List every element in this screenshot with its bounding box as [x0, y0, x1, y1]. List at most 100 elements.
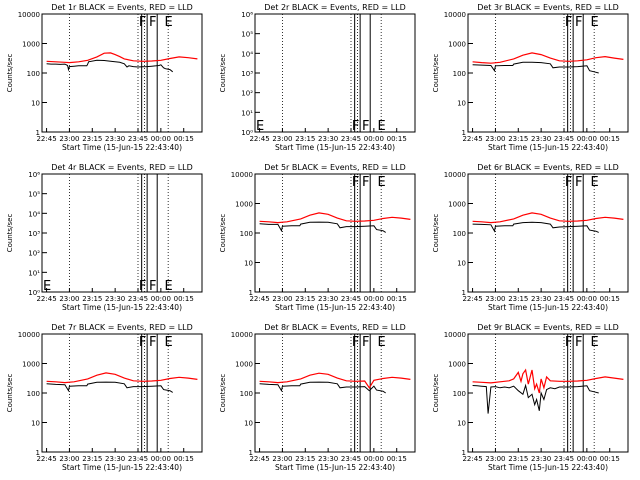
x-tick-label: 00:00	[364, 295, 384, 303]
x-tick-label: 23:00	[59, 455, 79, 463]
panel-2: Det 2r BLACK = Events, RED = LLD 10⁰ 10¹ 10…	[219, 3, 416, 152]
y-axis-label: Counts/sec	[6, 214, 14, 253]
plot-frame	[41, 13, 203, 133]
x-tick-label: 23:45	[554, 455, 574, 463]
lld-series-line	[46, 372, 198, 384]
panel-title: Det 8r BLACK = Events, RED = LLD	[264, 323, 406, 332]
y-axis-label: Counts/sec	[219, 54, 227, 93]
flag-label: F	[139, 279, 146, 294]
panel-title: Det 6r BLACK = Events, RED = LLD	[477, 163, 619, 172]
panel-title: Det 9r BLACK = Events, RED = LLD	[477, 323, 619, 332]
events-series-line	[259, 221, 386, 233]
y-tick-label: 10	[31, 100, 40, 108]
x-tick-label: 23:15	[508, 455, 528, 463]
plot-frame	[254, 13, 416, 133]
y-tick-label: 10⁰	[28, 289, 40, 297]
x-tick-label: 22:45	[249, 455, 269, 463]
lld-series-line	[46, 52, 198, 64]
y-tick-label: 1	[462, 129, 466, 137]
y-tick-label: 10²	[241, 90, 253, 98]
y-tick-label: 10⁴	[28, 210, 40, 218]
y-axis-label: Counts/sec	[432, 54, 440, 93]
y-tick-label: 1000	[448, 201, 466, 209]
x-tick-label: 00:15	[174, 135, 194, 143]
flag-label: F	[149, 15, 156, 30]
y-tick-label: 100	[27, 390, 40, 398]
x-tick-label: 23:15	[82, 295, 102, 303]
y-tick-label: 100	[453, 70, 466, 78]
flag-label: F	[565, 15, 572, 30]
panel-6: Det 6r BLACK = Events, RED = LLD 1 10 100 10…	[432, 163, 629, 312]
flag-label: F	[565, 175, 572, 190]
plot-frame	[254, 333, 416, 453]
lld-series-line	[259, 212, 411, 224]
flag-label: E	[378, 335, 386, 350]
plot-frame	[467, 333, 629, 453]
plot-frame	[41, 333, 203, 453]
flag-label: F	[362, 335, 369, 350]
y-tick-label: 10000	[444, 171, 466, 179]
y-tick-label: 100	[453, 230, 466, 238]
flag-label: F	[139, 335, 146, 350]
panel-title: Det 7r BLACK = Events, RED = LLD	[51, 323, 193, 332]
x-tick-label: 22:45	[36, 295, 56, 303]
x-tick-label: 23:15	[295, 455, 315, 463]
flag-label: F	[565, 335, 572, 350]
flag-label: F	[362, 175, 369, 190]
x-tick-label: 22:45	[462, 455, 482, 463]
x-tick-label: 23:15	[508, 135, 528, 143]
y-tick-label: 1000	[448, 41, 466, 49]
x-tick-label: 00:15	[387, 455, 407, 463]
y-tick-label: 10000	[18, 331, 40, 339]
y-tick-label: 1	[249, 289, 253, 297]
y-tick-label: 10⁴	[241, 50, 253, 58]
flag-label: E	[256, 119, 264, 134]
x-axis-label: Start Time (15-Jun-15 22:43:40)	[488, 303, 608, 312]
x-axis-label: Start Time (15-Jun-15 22:43:40)	[62, 463, 182, 472]
y-tick-label: 1	[36, 129, 40, 137]
x-tick-label: 00:00	[577, 135, 597, 143]
y-tick-label: 10000	[231, 331, 253, 339]
x-tick-label: 22:45	[462, 135, 482, 143]
x-tick-label: 23:45	[128, 135, 148, 143]
x-tick-label: 22:45	[249, 295, 269, 303]
y-tick-label: 10⁶	[241, 11, 253, 19]
x-tick-label: 23:15	[82, 455, 102, 463]
x-tick-label: 23:45	[128, 455, 148, 463]
y-tick-label: 1000	[22, 41, 40, 49]
flag-label: F	[139, 15, 146, 30]
x-tick-label: 23:45	[554, 295, 574, 303]
x-tick-label: 23:45	[341, 135, 361, 143]
plot-frame	[467, 13, 629, 133]
x-tick-label: 23:00	[485, 135, 505, 143]
x-tick-label: 22:45	[36, 135, 56, 143]
y-tick-label: 10⁰	[241, 129, 253, 137]
lld-series-line	[259, 372, 411, 389]
y-tick-label: 10000	[18, 11, 40, 19]
x-tick-label: 23:15	[295, 135, 315, 143]
y-tick-label: 10³	[28, 230, 40, 238]
x-tick-label: 00:00	[364, 135, 384, 143]
y-tick-label: 10³	[241, 70, 253, 78]
y-axis-label: Counts/sec	[219, 214, 227, 253]
lld-series-line	[472, 212, 624, 224]
x-tick-label: 23:30	[318, 135, 338, 143]
x-tick-label: 00:15	[600, 455, 620, 463]
flag-label: E	[378, 119, 386, 134]
events-series-line	[472, 221, 599, 233]
panel-8: Det 8r BLACK = Events, RED = LLD 1 10 100 10…	[219, 323, 416, 472]
y-tick-label: 1000	[22, 361, 40, 369]
x-tick-label: 23:30	[531, 455, 551, 463]
panel-title: Det 3r BLACK = Events, RED = LLD	[477, 3, 619, 12]
events-series-line	[46, 381, 173, 393]
x-tick-label: 23:15	[295, 295, 315, 303]
y-tick-label: 10⁵	[241, 31, 253, 39]
flag-label: F	[575, 335, 582, 350]
x-tick-label: 23:30	[105, 135, 125, 143]
flag-label: E	[591, 15, 599, 30]
x-tick-label: 00:15	[387, 135, 407, 143]
y-tick-label: 1000	[235, 201, 253, 209]
panel-5: Det 5r BLACK = Events, RED = LLD 1 10 100 10…	[219, 163, 416, 312]
x-tick-label: 00:15	[600, 135, 620, 143]
